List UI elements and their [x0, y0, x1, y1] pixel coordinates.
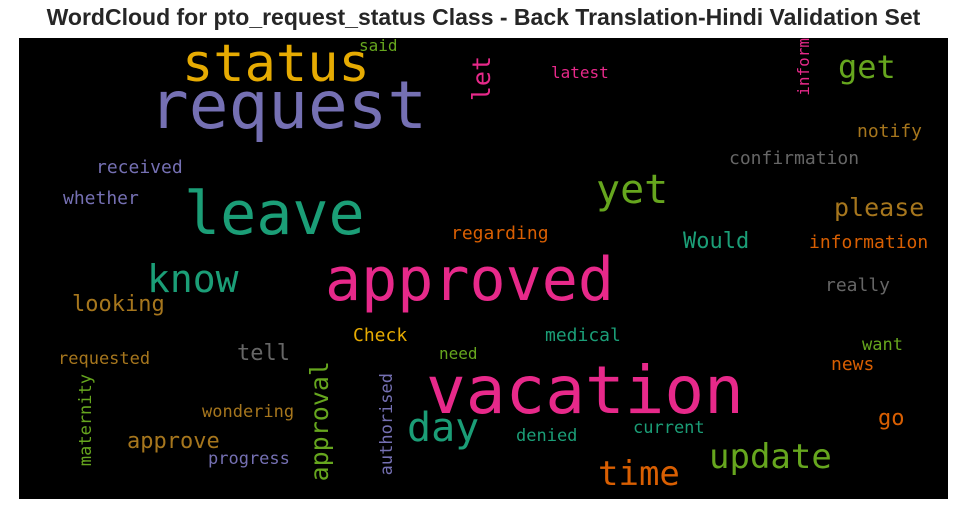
word-cloud: request status vacation approved leave yet day…	[19, 38, 948, 499]
word-leave: leave	[184, 179, 365, 249]
word-latest: latest	[551, 63, 609, 82]
word-wondering: wondering	[202, 402, 295, 422]
word-denied: denied	[516, 426, 578, 446]
word-tell: tell	[237, 341, 290, 366]
word-day: day	[407, 405, 480, 451]
word-would: Would	[683, 229, 750, 254]
word-received: received	[96, 157, 183, 178]
chart-title: WordCloud for pto_request_status Class -…	[46, 4, 921, 30]
word-whether: whether	[63, 188, 139, 209]
word-really: really	[825, 275, 891, 296]
word-maternity: maternity	[76, 374, 96, 467]
word-go: go	[878, 406, 905, 431]
word-approval: approval	[305, 361, 334, 482]
word-request: request	[149, 67, 428, 144]
word-know: know	[147, 257, 239, 301]
word-want: want	[862, 335, 903, 355]
word-approved: approved	[325, 245, 614, 315]
word-current: current	[633, 418, 705, 438]
word-vacation: vacation	[426, 352, 744, 429]
word-time: time	[598, 454, 680, 494]
word-confirmation: confirmation	[729, 148, 860, 169]
word-information: information	[809, 232, 929, 253]
word-yet: yet	[596, 167, 669, 213]
word-inform: inform	[794, 38, 813, 96]
word-requested: requested	[58, 349, 151, 369]
word-need: need	[439, 344, 478, 363]
word-progress: progress	[208, 449, 290, 469]
word-check: Check	[353, 325, 408, 346]
word-medical: medical	[545, 325, 621, 346]
word-let: let	[467, 56, 496, 102]
word-update: update	[709, 437, 832, 477]
word-notify: notify	[857, 121, 923, 142]
word-regarding: regarding	[451, 223, 549, 244]
word-status: status	[182, 38, 370, 94]
word-said: said	[359, 38, 398, 55]
word-approve: approve	[127, 429, 220, 454]
word-looking: looking	[72, 292, 165, 317]
word-get: get	[838, 48, 896, 86]
word-news: news	[831, 354, 875, 375]
word-authorised: authorised	[377, 373, 397, 476]
word-please: please	[834, 193, 925, 222]
